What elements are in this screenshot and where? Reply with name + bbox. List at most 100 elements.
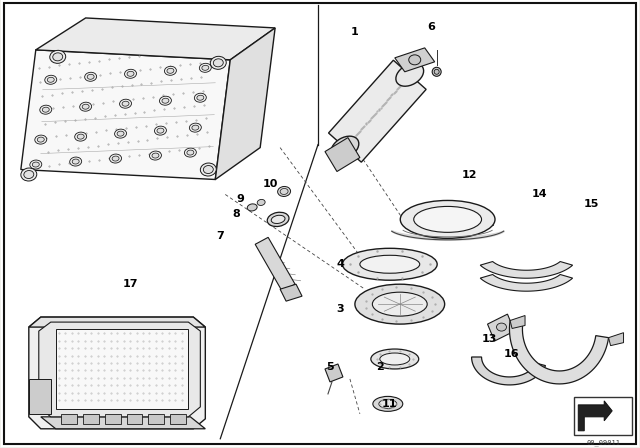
Polygon shape: [280, 284, 302, 301]
Ellipse shape: [202, 65, 209, 70]
Text: 10: 10: [262, 180, 278, 190]
Ellipse shape: [154, 126, 166, 135]
Text: 9: 9: [236, 194, 244, 204]
Bar: [148, 414, 164, 424]
Ellipse shape: [112, 156, 119, 161]
Bar: [170, 414, 186, 424]
Ellipse shape: [40, 105, 52, 114]
Ellipse shape: [195, 93, 206, 102]
Ellipse shape: [42, 107, 49, 112]
Text: 3: 3: [336, 304, 344, 314]
Text: 00_09011: 00_09011: [586, 440, 620, 446]
Ellipse shape: [380, 353, 410, 365]
Ellipse shape: [70, 157, 82, 166]
Ellipse shape: [84, 72, 97, 81]
Polygon shape: [21, 50, 230, 180]
Ellipse shape: [355, 284, 445, 324]
Text: 13: 13: [482, 334, 497, 344]
Polygon shape: [328, 60, 426, 162]
Ellipse shape: [379, 399, 397, 409]
Text: 2: 2: [376, 362, 384, 372]
Ellipse shape: [122, 101, 129, 106]
Text: 7: 7: [216, 231, 224, 241]
Text: 16: 16: [504, 349, 519, 359]
Polygon shape: [325, 364, 343, 382]
Text: 15: 15: [584, 199, 599, 209]
Ellipse shape: [271, 215, 285, 224]
Ellipse shape: [77, 134, 84, 139]
Bar: [83, 414, 99, 424]
Polygon shape: [510, 315, 525, 328]
Text: 5: 5: [326, 362, 334, 372]
Polygon shape: [325, 138, 360, 172]
Ellipse shape: [24, 171, 34, 178]
Ellipse shape: [268, 212, 289, 227]
Bar: [127, 414, 143, 424]
Polygon shape: [41, 417, 205, 429]
Ellipse shape: [204, 165, 213, 173]
Bar: [104, 414, 120, 424]
Ellipse shape: [184, 148, 196, 157]
Ellipse shape: [82, 104, 89, 109]
Ellipse shape: [109, 154, 122, 163]
Ellipse shape: [372, 292, 427, 316]
Text: 12: 12: [462, 169, 477, 180]
Ellipse shape: [125, 69, 136, 78]
Ellipse shape: [257, 199, 265, 206]
Ellipse shape: [152, 153, 159, 158]
Text: 8: 8: [232, 209, 240, 220]
Ellipse shape: [331, 136, 359, 159]
Ellipse shape: [432, 67, 441, 76]
Polygon shape: [39, 322, 200, 417]
Ellipse shape: [167, 68, 174, 73]
Ellipse shape: [159, 96, 172, 105]
Ellipse shape: [45, 75, 57, 84]
Ellipse shape: [37, 137, 44, 142]
Text: 6: 6: [428, 22, 436, 32]
Text: 17: 17: [123, 279, 138, 289]
Ellipse shape: [396, 63, 424, 86]
Ellipse shape: [247, 204, 257, 211]
Ellipse shape: [50, 50, 66, 63]
Ellipse shape: [150, 151, 161, 160]
Ellipse shape: [497, 323, 506, 331]
Ellipse shape: [199, 63, 211, 72]
Text: 11: 11: [382, 399, 397, 409]
Polygon shape: [480, 275, 573, 291]
Polygon shape: [509, 320, 609, 384]
Ellipse shape: [127, 71, 134, 76]
Ellipse shape: [278, 186, 291, 197]
Polygon shape: [29, 317, 205, 429]
Ellipse shape: [52, 53, 63, 61]
Ellipse shape: [80, 102, 92, 111]
Ellipse shape: [157, 128, 164, 133]
Ellipse shape: [32, 162, 39, 167]
Ellipse shape: [371, 349, 419, 369]
Ellipse shape: [360, 255, 420, 273]
Polygon shape: [579, 401, 612, 431]
Ellipse shape: [75, 132, 86, 141]
Text: 4: 4: [336, 259, 344, 269]
Ellipse shape: [200, 163, 216, 176]
Polygon shape: [488, 314, 515, 341]
Ellipse shape: [120, 99, 131, 108]
Ellipse shape: [211, 56, 227, 69]
Polygon shape: [395, 48, 435, 72]
Ellipse shape: [413, 207, 481, 233]
Ellipse shape: [213, 59, 223, 67]
Bar: [56, 329, 188, 409]
Text: 14: 14: [532, 190, 547, 199]
Ellipse shape: [400, 200, 495, 238]
Ellipse shape: [35, 135, 47, 144]
Polygon shape: [609, 333, 623, 346]
Ellipse shape: [197, 95, 204, 100]
Ellipse shape: [164, 66, 177, 75]
Ellipse shape: [117, 131, 124, 136]
Ellipse shape: [21, 168, 36, 181]
Ellipse shape: [187, 150, 194, 155]
Ellipse shape: [434, 69, 439, 74]
Ellipse shape: [409, 55, 420, 65]
Bar: [574, 397, 632, 435]
Polygon shape: [29, 379, 51, 414]
Ellipse shape: [373, 396, 403, 411]
